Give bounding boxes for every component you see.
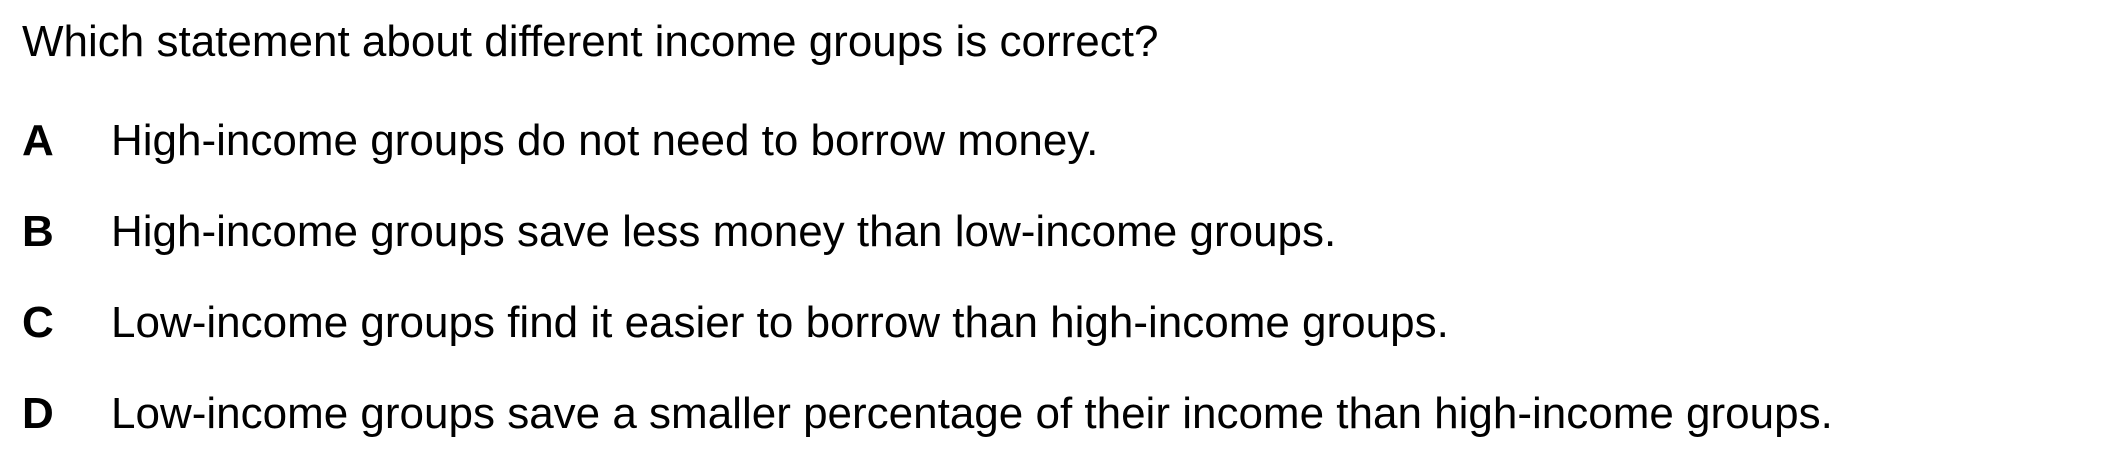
option-text: High-income groups save less money than … bbox=[111, 207, 1337, 256]
option-letter: A bbox=[22, 116, 54, 165]
question-text: Which statement about different income g… bbox=[22, 17, 1159, 66]
option-text: High-income groups do not need to borrow… bbox=[111, 116, 1099, 165]
option-letter: B bbox=[22, 207, 54, 256]
option-letter: D bbox=[22, 389, 54, 438]
option-letter: C bbox=[22, 298, 54, 347]
option-text: Low-income groups save a smaller percent… bbox=[111, 389, 1833, 438]
option-text: Low-income groups find it easier to borr… bbox=[111, 298, 1449, 347]
